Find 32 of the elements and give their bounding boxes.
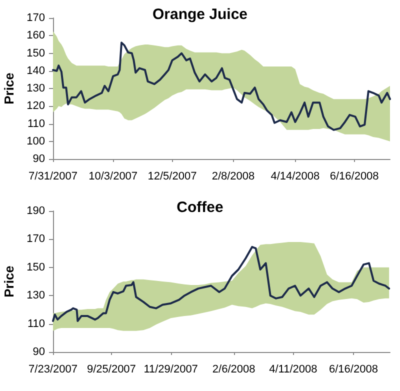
x-tick-label: 10/3/2007	[88, 170, 138, 182]
x-tick-label: 11/29/2007	[144, 364, 198, 376]
y-tick-label: 90	[32, 153, 45, 165]
line-series	[52, 42, 391, 131]
y-tick-label: 170	[26, 12, 45, 24]
y-tick-label: 170	[26, 233, 45, 246]
y-axis-title: Price	[2, 72, 17, 104]
y-tick-label: 190	[26, 205, 45, 217]
x-tick-label: 2/8/2008	[212, 170, 255, 182]
y-tick-label: 120	[26, 100, 45, 112]
y-tick-label: 150	[26, 261, 45, 274]
y-tick-label: 110	[27, 318, 45, 330]
y-tick-label: 130	[26, 290, 45, 302]
x-tick-label: 6/16/2008	[329, 364, 378, 376]
chart-title: Orange Juice	[152, 6, 248, 23]
y-tick-label: 130	[26, 82, 45, 94]
x-tick-label: 6/16/2008	[330, 170, 379, 182]
chart-title: Coffee	[176, 199, 224, 216]
x-tick-label: 4/14/2008	[270, 170, 320, 182]
x-tick-label: 2/6/2008	[212, 364, 256, 376]
x-tick-label: 12/5/2007	[148, 170, 197, 182]
x-tick-label: 4/11/2008	[269, 364, 318, 376]
x-tick-label: 7/31/2007	[28, 170, 78, 182]
y-tick-label: 110	[27, 118, 45, 130]
y-axis-title: Price	[2, 266, 17, 298]
x-tick-label: 7/23/2007	[28, 364, 78, 376]
y-tick-label: 90	[32, 346, 45, 358]
y-tick-label: 100	[26, 135, 45, 148]
y-tick-label: 140	[26, 64, 45, 77]
y-tick-label: 150	[26, 47, 45, 60]
x-tick-label: 9/25/2007	[86, 364, 136, 376]
y-tick-label: 160	[26, 30, 45, 42]
